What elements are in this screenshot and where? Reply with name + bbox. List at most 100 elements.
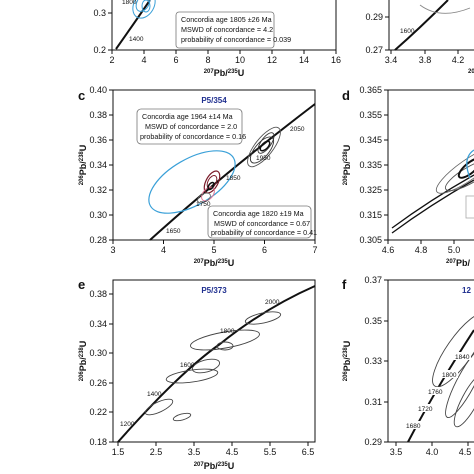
panel-c-ytick-0.30: 0.30 bbox=[89, 210, 107, 220]
panel-e-age-1200: 1200 bbox=[120, 421, 135, 428]
panel-b-xtick-8: 8 bbox=[205, 55, 210, 65]
panel-f-age-1800: 1800 bbox=[442, 372, 457, 379]
panel-b-annotation-line-2: MSWD of concordance = 4.2 bbox=[181, 25, 273, 34]
panel-d-ellipses bbox=[435, 146, 474, 194]
panel-b-xtick-16: 16 bbox=[331, 55, 341, 65]
panel-c-annotation-bottom-line-1: Concordia age 1820 ±19 Ma bbox=[213, 209, 304, 218]
panel-e-ellipses bbox=[144, 311, 282, 422]
panel-e-ellipse-7 bbox=[172, 412, 192, 422]
panel-e-ytick-0.30: 0.30 bbox=[89, 348, 107, 358]
panel-b-ellipses bbox=[132, 0, 156, 19]
panel-e-xlabel: 207Pb/235U bbox=[194, 461, 235, 471]
panel-d-ytick-0.355: 0.355 bbox=[359, 110, 382, 120]
panel-c-annotation-top-line-2: MSWD of concordance = 2.0 bbox=[145, 122, 237, 131]
panel-d-xtick-4.6: 4.6 bbox=[382, 245, 395, 255]
panel-c-ellipse-grey-3 bbox=[257, 132, 275, 154]
panel-c-age-2050: 2050 bbox=[290, 126, 305, 133]
panel-c-concordia-curve bbox=[149, 103, 316, 241]
panel-c-annotation-bottom-line-2: MSWD of concordance = 0.67 bbox=[214, 219, 310, 228]
panel-e-xtick-5.5: 5.5 bbox=[264, 447, 277, 457]
panel-b2-ytick-0.29: 0.29 bbox=[365, 12, 383, 22]
panel-d-ytick-0.315: 0.315 bbox=[359, 210, 382, 220]
panel-d-annotation-box-edge bbox=[465, 195, 474, 219]
panel-c-ellipses bbox=[148, 126, 281, 214]
panel-e-xtick-4.5: 4.5 bbox=[226, 447, 239, 457]
panel-e-ytick-0.22: 0.22 bbox=[89, 407, 107, 417]
panel-b2-ellipse-arc bbox=[419, 4, 471, 14]
panel-e-ellipse-4 bbox=[191, 358, 221, 374]
panel-b-xtick-6: 6 bbox=[173, 55, 178, 65]
panel-d: d 0.305 0.315 0.325 0.33 bbox=[342, 85, 474, 268]
panel-f-age-labels: 1840 1800 1760 1720 1680 bbox=[404, 352, 471, 430]
panel-f-y-ticks: 0.29 0.31 0.33 0.35 0.37 bbox=[364, 275, 388, 447]
panel-c-age-1950: 1950 bbox=[256, 155, 271, 162]
panel-e-ellipse-2 bbox=[190, 329, 260, 351]
panel-b-ytick-0.3: 0.3 bbox=[93, 8, 106, 18]
panel-b2-ytick-0.27: 0.27 bbox=[365, 45, 383, 55]
panel-d-y-ticks: 0.305 0.315 0.325 0.335 0.345 0.355 0.36… bbox=[359, 85, 388, 245]
panel-c-ylabel: 206Pb/238U bbox=[78, 145, 88, 186]
panel-c-annotation-top: Concordia age 1964 ±14 Ma MSWD of concor… bbox=[136, 108, 246, 145]
panel-c-xtick-4: 4 bbox=[161, 245, 166, 255]
panel-f-x-ticks: 3.5 4.0 4.5 bbox=[390, 442, 471, 457]
panel-b-xtick-2: 2 bbox=[109, 55, 114, 65]
panel-c-xlabel: 207Pb/235U bbox=[194, 258, 235, 268]
panel-f-ytick-0.31: 0.31 bbox=[364, 397, 382, 407]
panel-e-sample-name: P5/373 bbox=[201, 286, 227, 295]
panel-f-frame bbox=[387, 279, 474, 443]
panel-e-concordia-curve bbox=[117, 285, 316, 443]
panel-c-ytick-0.34: 0.34 bbox=[89, 160, 107, 170]
panel-e-xtick-6.5: 6.5 bbox=[302, 447, 315, 457]
panel-d-ellipse-blue-arc bbox=[466, 149, 474, 179]
panel-c-xtick-7: 7 bbox=[312, 245, 317, 255]
panel-d-label: d bbox=[342, 88, 350, 103]
panel-b-frame bbox=[111, 0, 337, 51]
panel-d-ytick-0.335: 0.335 bbox=[359, 160, 382, 170]
panel-c-ellipse-mean-bottom bbox=[207, 181, 215, 191]
panel-e-ytick-0.34: 0.34 bbox=[89, 319, 107, 329]
panel-c-y-ticks: 0.28 0.30 0.32 0.34 0.36 0.38 0.40 bbox=[89, 85, 113, 245]
panel-b2-y-ticks: 0.27 0.29 bbox=[365, 12, 389, 55]
panel-f-age-1760: 1760 bbox=[428, 389, 443, 396]
panel-b-x-ticks: 2 4 6 8 10 12 14 16 bbox=[109, 50, 341, 65]
panel-c-annotation-bottom-line-3: probability of concordance = 0.41 bbox=[211, 228, 317, 237]
panel-b-annotation-line-1: Concordia age 1805 ±26 Ma bbox=[181, 15, 272, 24]
panel-f-label: f bbox=[342, 277, 347, 292]
panel-c-ytick-0.36: 0.36 bbox=[89, 135, 107, 145]
panel-c-age-1650: 1650 bbox=[166, 228, 181, 235]
panel-b2-concordia-curve bbox=[394, 0, 449, 51]
panel-f-xtick-3.5: 3.5 bbox=[390, 447, 403, 457]
panel-e-ylabel: 206Pb/238U bbox=[78, 341, 88, 382]
panel-b2-xlabel-fragment: 207 bbox=[468, 69, 474, 75]
panel-e-frame bbox=[112, 279, 316, 443]
panel-e-ytick-0.38: 0.38 bbox=[89, 289, 107, 299]
panel-c: c P5/354 1650 1750 1850 1950 2050 Concor… bbox=[78, 85, 318, 268]
panel-e-label: e bbox=[78, 277, 85, 292]
panel-c-ellipse-blue-large bbox=[148, 150, 236, 214]
panel-b-age-1400: 1400 bbox=[129, 36, 144, 43]
panel-f-sample-name: 12 bbox=[462, 286, 471, 295]
panel-c-ellipse-maroon-1 bbox=[203, 170, 221, 194]
panel-e-ytick-0.18: 0.18 bbox=[89, 437, 107, 447]
panel-d-ytick-0.345: 0.345 bbox=[359, 135, 382, 145]
panel-c-annotation-bottom: Concordia age 1820 ±19 Ma MSWD of concor… bbox=[207, 205, 317, 239]
panel-b-xtick-12: 12 bbox=[267, 55, 277, 65]
panel-f-xtick-4.0: 4.0 bbox=[426, 447, 439, 457]
panel-c-annotation-top-line-1: Concordia age 1964 ±14 Ma bbox=[142, 112, 233, 121]
panel-f-ytick-0.29: 0.29 bbox=[364, 437, 382, 447]
panel-e-ytick-0.26: 0.26 bbox=[89, 378, 107, 388]
panel-b-xtick-4: 4 bbox=[141, 55, 146, 65]
panel-c-age-1750: 1750 bbox=[196, 201, 211, 208]
panel-c-ellipse-mean-top bbox=[259, 140, 271, 152]
panel-c-xtick-6: 6 bbox=[262, 245, 267, 255]
panel-f: f 12 1840 1800 1760 1720 1680 bbox=[342, 275, 474, 457]
panel-e-ellipse-5 bbox=[165, 368, 219, 384]
panel-b2: 1600 0.27 0.29 3.4 3.8 4.2 207 bbox=[365, 0, 474, 75]
panel-b2-x-ticks: 3.4 3.8 4.2 bbox=[385, 50, 464, 65]
panel-c-ytick-0.38: 0.38 bbox=[89, 110, 107, 120]
panel-c-x-ticks: 3 4 5 6 7 bbox=[110, 240, 318, 255]
panel-b-ytick-0.2: 0.2 bbox=[93, 45, 106, 55]
panel-e-age-1600: 1600 bbox=[180, 362, 195, 369]
panel-f-ellipse-1 bbox=[432, 312, 474, 388]
